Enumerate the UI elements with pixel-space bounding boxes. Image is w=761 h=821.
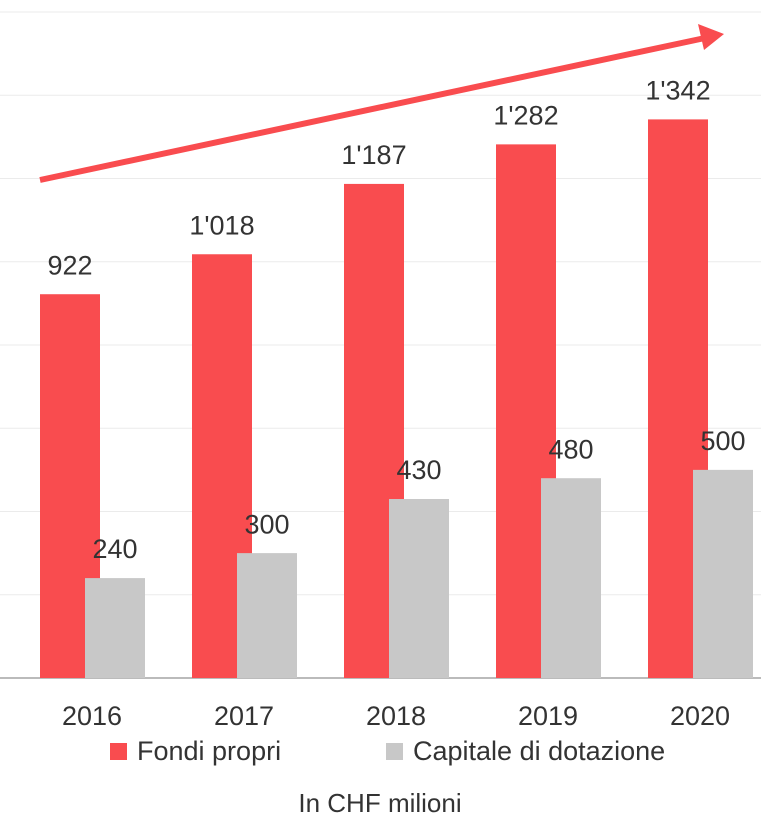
data-label: 922	[47, 250, 92, 280]
legend-label: Capitale di dotazione	[413, 736, 665, 766]
x-tick-label: 2020	[670, 701, 730, 731]
bar	[541, 478, 601, 678]
x-tick-label: 2019	[518, 701, 578, 731]
note: In CHF milioni	[298, 788, 461, 818]
data-label: 1'187	[341, 140, 406, 170]
data-label: 1'018	[189, 210, 254, 240]
bar	[389, 499, 449, 678]
data-label: 430	[396, 455, 441, 485]
bar	[237, 553, 297, 678]
data-label: 480	[548, 434, 593, 464]
data-label: 240	[92, 534, 137, 564]
data-label: 1'342	[645, 76, 710, 106]
legend-swatch	[110, 743, 127, 760]
trend-arrow-head	[698, 24, 724, 50]
data-label: 1'282	[493, 100, 558, 130]
trend-arrow	[39, 35, 706, 183]
x-tick-label: 2018	[366, 701, 426, 731]
legend-swatch	[386, 743, 403, 760]
bars	[40, 119, 753, 678]
data-label: 300	[244, 509, 289, 539]
x-tick-label: 2017	[214, 701, 274, 731]
x-tick-label: 2016	[62, 701, 122, 731]
bar	[85, 578, 145, 678]
data-label: 500	[700, 426, 745, 456]
legend-label: Fondi propri	[137, 736, 281, 766]
bar	[693, 469, 753, 678]
